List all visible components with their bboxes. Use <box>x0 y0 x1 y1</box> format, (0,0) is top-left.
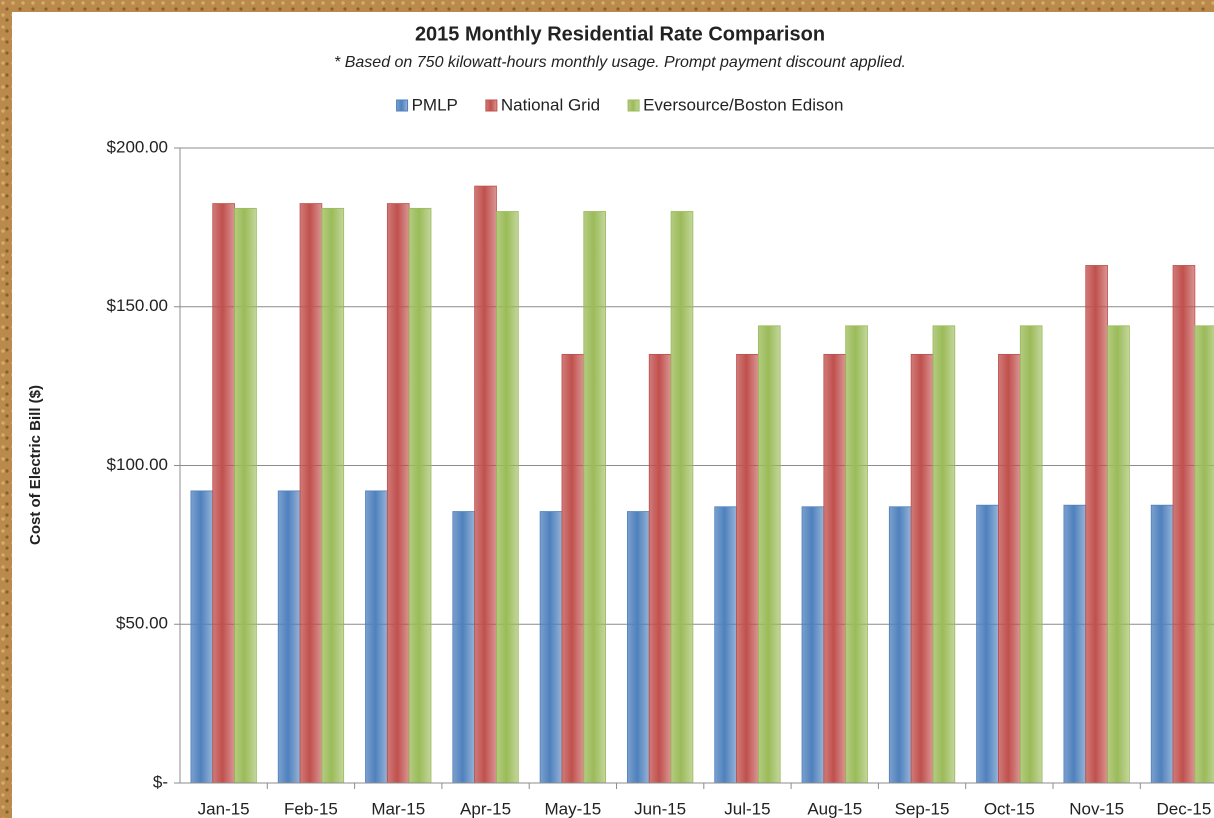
x-tick-label: Jan-15 <box>198 799 250 818</box>
bar <box>845 325 868 784</box>
bar <box>561 353 585 784</box>
bar <box>998 353 1021 784</box>
x-tick-label: Oct-15 <box>984 799 1035 818</box>
legend-swatch <box>627 99 640 112</box>
bar <box>1172 265 1196 784</box>
y-axis-title: Cost of Electric Bill ($) <box>27 385 44 545</box>
bar <box>670 211 694 784</box>
chart-title: 2015 Monthly Residential Rate Comparison <box>415 23 825 45</box>
bar <box>1150 504 1174 784</box>
bar <box>888 506 912 784</box>
bar <box>1063 504 1087 784</box>
bar <box>496 211 519 784</box>
chart-subtitle: * Based on 750 kilowatt-hours monthly us… <box>334 54 906 71</box>
x-tick-label: Jun-15 <box>634 799 686 818</box>
bar <box>539 511 563 784</box>
x-tick-label: Aug-15 <box>807 799 862 818</box>
y-tick-label: $200.00 <box>107 137 168 156</box>
legend-label: PMLP <box>412 95 458 114</box>
bar <box>234 207 257 784</box>
bar <box>648 353 672 784</box>
bar <box>190 490 214 784</box>
x-tick-label: May-15 <box>545 799 602 818</box>
bar <box>932 325 956 784</box>
x-tick-label: Feb-15 <box>284 799 338 818</box>
bar <box>583 211 606 784</box>
bar <box>1107 325 1130 784</box>
legend-label: National Grid <box>501 95 600 114</box>
x-tick-label: Apr-15 <box>460 799 511 818</box>
y-tick-label: $50.00 <box>116 614 168 633</box>
bar <box>714 506 737 784</box>
bar <box>408 207 432 784</box>
bar <box>299 203 323 784</box>
legend-label: Eversource/Boston Edison <box>643 95 843 114</box>
bar <box>1194 325 1214 784</box>
bar <box>823 353 847 784</box>
x-tick-label: Dec-15 <box>1157 799 1212 818</box>
y-tick-label: $- <box>153 772 168 791</box>
legend-swatch <box>396 99 409 112</box>
x-tick-label: Nov-15 <box>1069 799 1124 818</box>
bar <box>474 185 497 784</box>
bar <box>321 207 345 784</box>
bar <box>910 353 934 784</box>
y-tick-label: $100.00 <box>107 455 168 474</box>
bar <box>1019 325 1043 784</box>
x-tick-label: Sep-15 <box>895 799 950 818</box>
bar <box>801 506 825 784</box>
y-tick-label: $150.00 <box>107 296 168 315</box>
legend-swatch <box>485 99 498 112</box>
bar <box>757 325 781 784</box>
bar <box>452 511 476 784</box>
bar <box>277 490 301 784</box>
bar <box>736 353 759 784</box>
bar <box>212 203 235 784</box>
bar <box>386 203 410 784</box>
bar <box>627 511 650 784</box>
x-tick-label: Jul-15 <box>724 799 770 818</box>
bar <box>365 490 388 784</box>
x-tick-label: Mar-15 <box>371 799 425 818</box>
bar <box>1085 265 1108 784</box>
bar <box>976 504 999 784</box>
